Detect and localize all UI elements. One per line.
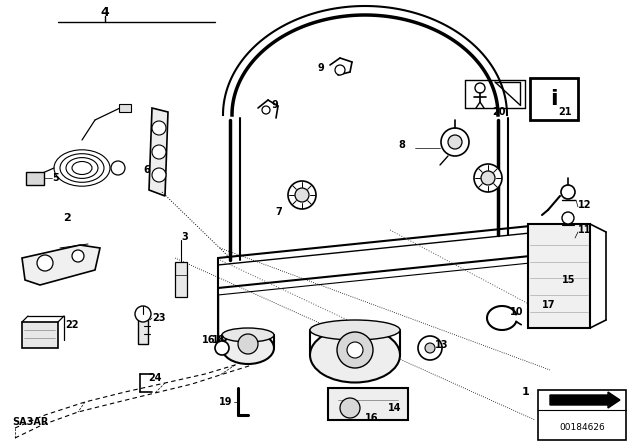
Text: i: i — [550, 89, 558, 109]
Bar — [175, 262, 187, 297]
Text: 9: 9 — [318, 63, 324, 73]
Text: 24: 24 — [148, 373, 161, 383]
Text: 21: 21 — [558, 107, 572, 117]
Text: SA3AR: SA3AR — [12, 417, 49, 427]
Text: 18: 18 — [212, 335, 226, 345]
Bar — [538, 390, 626, 440]
Circle shape — [337, 332, 373, 368]
Text: 10: 10 — [510, 307, 524, 317]
Circle shape — [448, 135, 462, 149]
Ellipse shape — [310, 320, 400, 340]
Bar — [530, 78, 578, 120]
Circle shape — [562, 212, 574, 224]
Text: 1: 1 — [522, 387, 530, 397]
Text: 6: 6 — [143, 165, 150, 175]
Text: 23: 23 — [152, 313, 166, 323]
Ellipse shape — [222, 332, 274, 364]
Bar — [26, 172, 44, 185]
Text: 3: 3 — [181, 232, 188, 242]
Circle shape — [295, 188, 309, 202]
Circle shape — [152, 121, 166, 135]
Bar — [119, 104, 131, 112]
Text: 19: 19 — [218, 397, 232, 407]
Circle shape — [152, 145, 166, 159]
Circle shape — [72, 250, 84, 262]
Circle shape — [474, 164, 502, 192]
Text: 7: 7 — [275, 207, 282, 217]
Polygon shape — [149, 108, 168, 196]
Text: 16: 16 — [365, 413, 378, 423]
Text: 2: 2 — [63, 213, 71, 223]
Circle shape — [441, 128, 469, 156]
Text: 13: 13 — [435, 340, 449, 350]
Circle shape — [238, 334, 258, 354]
Circle shape — [561, 185, 575, 199]
Text: 16: 16 — [202, 335, 215, 345]
Circle shape — [425, 343, 435, 353]
Circle shape — [262, 106, 270, 114]
Circle shape — [418, 336, 442, 360]
Ellipse shape — [310, 327, 400, 383]
Circle shape — [37, 255, 53, 271]
Circle shape — [135, 306, 151, 322]
Circle shape — [288, 181, 316, 209]
Text: 22: 22 — [65, 320, 79, 330]
Circle shape — [475, 83, 485, 93]
Polygon shape — [528, 224, 590, 328]
Bar — [22, 322, 58, 348]
Text: 15: 15 — [562, 275, 575, 285]
Circle shape — [481, 171, 495, 185]
Text: 14: 14 — [388, 403, 401, 413]
Circle shape — [335, 65, 345, 75]
Text: 5: 5 — [52, 173, 59, 183]
Circle shape — [152, 168, 166, 182]
Ellipse shape — [222, 328, 274, 342]
Polygon shape — [22, 245, 100, 285]
Circle shape — [347, 342, 363, 358]
Circle shape — [111, 161, 125, 175]
Bar — [138, 318, 148, 344]
Circle shape — [340, 398, 360, 418]
Text: 20: 20 — [492, 107, 506, 117]
Text: 9: 9 — [272, 100, 279, 110]
Bar — [328, 388, 408, 420]
Text: 11: 11 — [578, 225, 591, 235]
Text: 8: 8 — [398, 140, 405, 150]
Text: 4: 4 — [100, 5, 109, 18]
Text: 12: 12 — [578, 200, 591, 210]
Polygon shape — [550, 392, 620, 408]
Text: 17: 17 — [542, 300, 556, 310]
Text: 00184626: 00184626 — [559, 422, 605, 431]
Circle shape — [215, 341, 229, 355]
